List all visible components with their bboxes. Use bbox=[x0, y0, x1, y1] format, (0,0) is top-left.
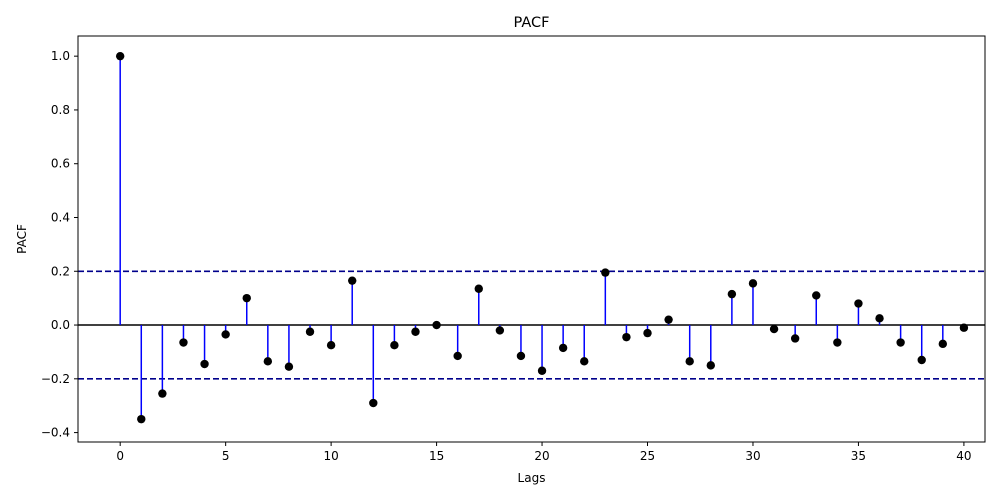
y-tick-label: 0.6 bbox=[51, 157, 70, 171]
marker-lag-40 bbox=[959, 323, 969, 332]
marker-lag-34 bbox=[833, 338, 842, 347]
marker-lag-31 bbox=[769, 324, 779, 334]
marker-lag-7 bbox=[263, 357, 273, 366]
marker-lag-8 bbox=[284, 362, 294, 371]
marker-lag-6 bbox=[242, 293, 251, 303]
x-tick-label: 15 bbox=[429, 449, 444, 463]
marker-lag-33 bbox=[812, 291, 821, 300]
x-tick-label: 40 bbox=[956, 449, 971, 463]
marker-lag-10 bbox=[326, 341, 336, 350]
y-tick-label: 0.4 bbox=[51, 210, 70, 224]
marker-lag-20 bbox=[537, 366, 547, 375]
y-axis-label: PACF bbox=[15, 224, 29, 254]
x-tick-label: 30 bbox=[745, 449, 760, 463]
marker-lag-2 bbox=[158, 389, 167, 398]
marker-lag-4 bbox=[200, 359, 209, 369]
y-tick-label: 1.0 bbox=[51, 49, 70, 63]
marker-lag-39 bbox=[938, 339, 948, 349]
marker-lag-36 bbox=[875, 314, 884, 323]
marker-lag-14 bbox=[411, 327, 420, 336]
y-tick-label: 0.2 bbox=[51, 264, 70, 278]
marker-lag-3 bbox=[179, 338, 188, 347]
marker-lag-1 bbox=[137, 414, 146, 424]
plot-area bbox=[78, 51, 985, 424]
marker-lag-0 bbox=[115, 51, 125, 61]
marker-lag-37 bbox=[896, 338, 905, 347]
chart-title: PACF bbox=[514, 15, 550, 31]
marker-lag-12 bbox=[369, 398, 378, 408]
x-tick-label: 20 bbox=[534, 449, 549, 463]
y-tick-label: 0.8 bbox=[51, 103, 70, 117]
marker-lag-18 bbox=[495, 326, 505, 335]
marker-lag-30 bbox=[748, 279, 758, 288]
marker-lag-25 bbox=[643, 328, 652, 338]
marker-lag-11 bbox=[348, 276, 357, 285]
marker-lag-26 bbox=[664, 315, 673, 324]
marker-lag-29 bbox=[727, 289, 737, 299]
marker-lag-15 bbox=[432, 320, 441, 330]
marker-lag-22 bbox=[580, 357, 589, 366]
marker-lag-28 bbox=[706, 361, 715, 370]
marker-lag-35 bbox=[854, 299, 863, 308]
x-tick-label: 25 bbox=[640, 449, 655, 463]
axes-frame bbox=[77, 35, 986, 443]
marker-lag-21 bbox=[558, 343, 568, 353]
marker-lag-32 bbox=[790, 334, 800, 343]
x-tick-label: 35 bbox=[851, 449, 866, 463]
x-axis-label: Lags bbox=[518, 471, 546, 485]
marker-lag-17 bbox=[474, 284, 483, 293]
y-tick-label: 0.0 bbox=[51, 318, 70, 332]
marker-lag-27 bbox=[685, 357, 694, 366]
y-tick-label: −0.2 bbox=[41, 372, 70, 386]
x-tick-label: 0 bbox=[116, 449, 124, 463]
x-tick-label: 5 bbox=[222, 449, 230, 463]
x-tick-label: 10 bbox=[323, 449, 338, 463]
marker-lag-5 bbox=[221, 330, 230, 339]
marker-lag-24 bbox=[622, 332, 631, 342]
marker-lag-23 bbox=[601, 268, 610, 277]
marker-lag-16 bbox=[453, 351, 462, 361]
marker-lag-19 bbox=[516, 351, 526, 361]
y-tick-label: −0.4 bbox=[41, 426, 70, 440]
marker-lag-13 bbox=[390, 341, 399, 350]
marker-lag-9 bbox=[305, 327, 315, 336]
marker-lag-38 bbox=[917, 355, 926, 365]
